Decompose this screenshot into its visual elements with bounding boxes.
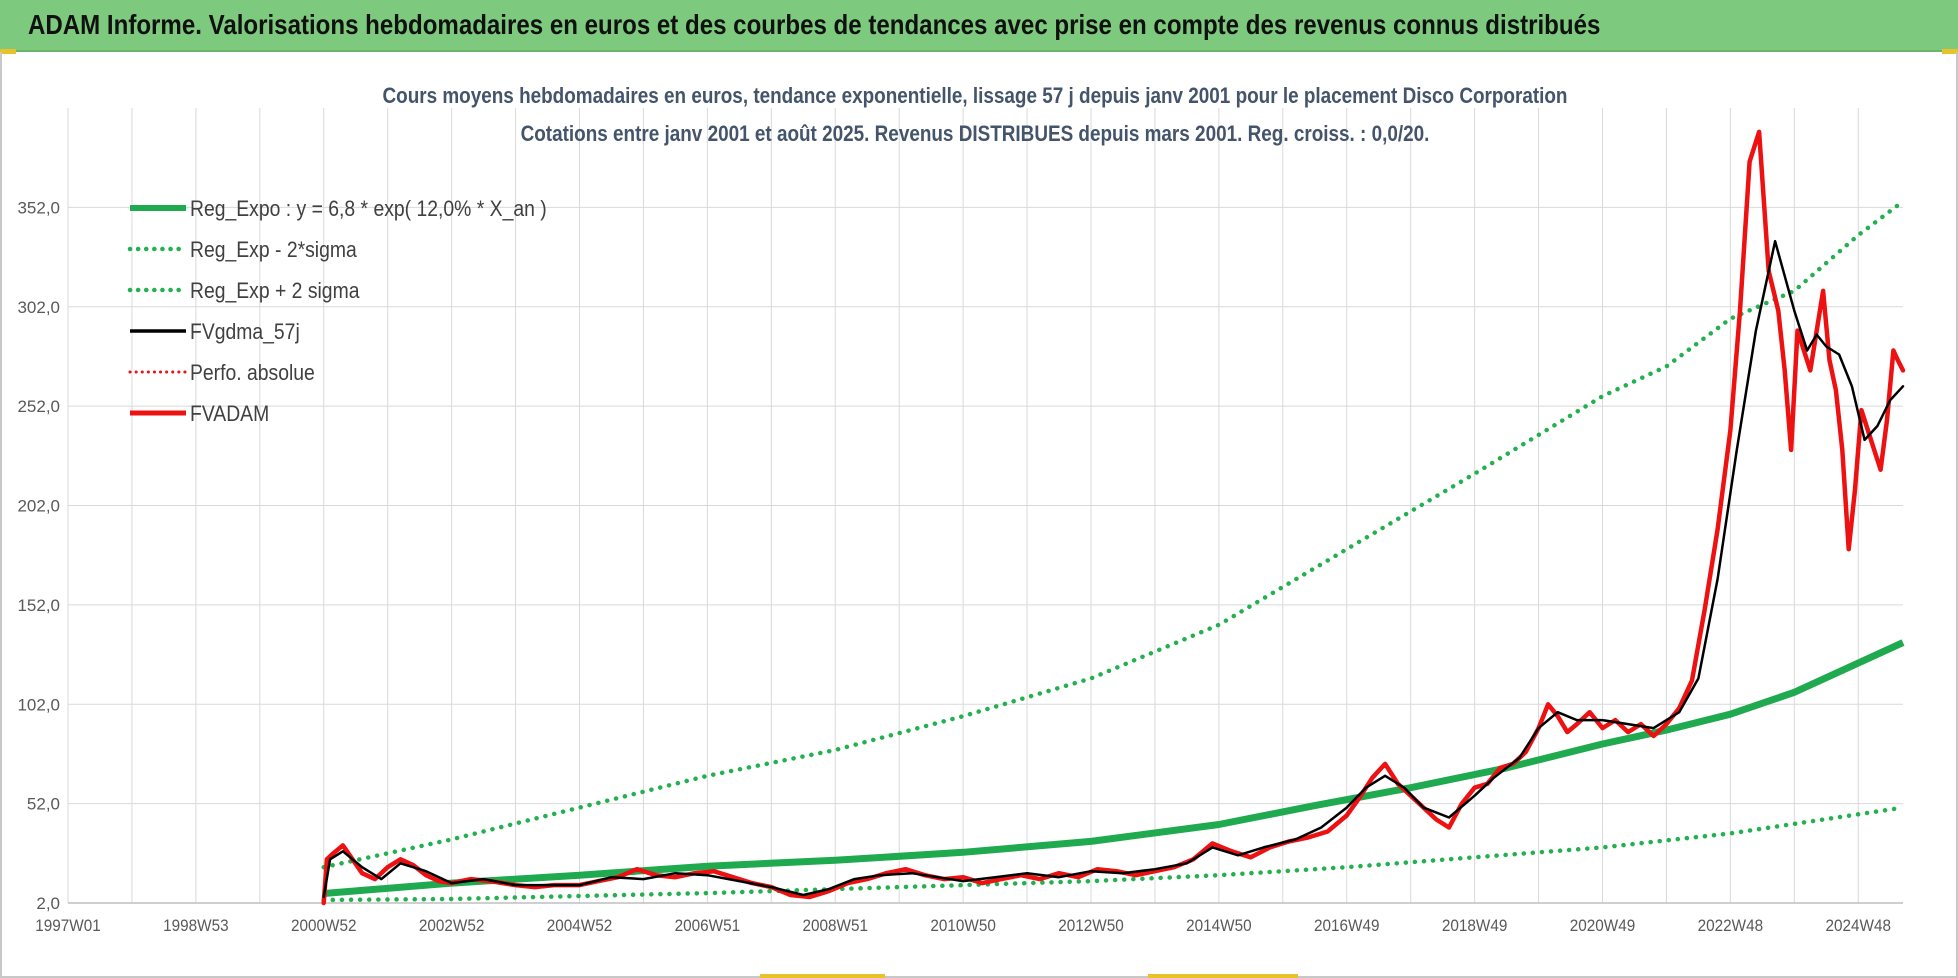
x-tick-label: 2022W48 (1698, 916, 1763, 935)
report-banner: ADAM Informe. Valorisations hebdomadaire… (0, 0, 1958, 52)
series-fvgdma-57j (322, 239, 1905, 899)
x-tick-label: 2000W52 (291, 916, 356, 935)
series-reg-plus-2sigma (321, 199, 1906, 870)
x-tick-label: 2024W48 (1826, 916, 1891, 935)
legend-label: Reg_Exp + 2 sigma (190, 279, 360, 303)
chart-series (321, 129, 1906, 906)
legend-label: Perfo. absolue (190, 361, 315, 385)
x-tick-label: 2010W50 (930, 916, 995, 935)
legend-label: FVADAM (190, 402, 269, 426)
y-tick-label: 52,0 (27, 795, 60, 814)
y-tick-label: 352,0 (17, 198, 60, 217)
chart-frame (0, 52, 1958, 978)
chart-grid (67, 108, 1903, 904)
y-tick-label: 252,0 (17, 397, 60, 416)
legend-label: Reg_Expo : y = 6,8 * exp( 12,0% * X_an ) (190, 197, 547, 221)
y-tick-label: 102,0 (17, 695, 60, 714)
legend-label: FVgdma_57j (190, 320, 300, 344)
banner-corner-right (1942, 49, 1958, 54)
bottom-marker-1 (760, 974, 885, 978)
x-tick-label: 2006W51 (675, 916, 740, 935)
legend-item: Reg_Expo : y = 6,8 * exp( 12,0% * X_an ) (130, 197, 547, 221)
x-tick-label: 2020W49 (1570, 916, 1635, 935)
legend-label: Reg_Exp - 2*sigma (190, 238, 357, 262)
chart-legend: Reg_Expo : y = 6,8 * exp( 12,0% * X_an )… (127, 197, 547, 426)
legend-item: FVADAM (130, 402, 269, 426)
y-tick-label: 202,0 (17, 497, 60, 516)
x-tick-label: 2004W52 (547, 916, 612, 935)
x-tick-label: 2018W49 (1442, 916, 1507, 935)
banner-corner-left (0, 49, 16, 54)
legend-item: Perfo. absolue (128, 361, 315, 385)
y-tick-label: 152,0 (17, 596, 60, 615)
banner-title: ADAM Informe. Valorisations hebdomadaire… (28, 9, 1601, 40)
x-tick-label: 1997W01 (35, 916, 100, 935)
x-tick-label: 2012W50 (1058, 916, 1123, 935)
x-tick-label: 2016W49 (1314, 916, 1379, 935)
legend-item: FVgdma_57j (130, 320, 300, 344)
chart-subtitle: Cotations entre janv 2001 et août 2025. … (521, 122, 1430, 147)
x-tick-label: 2008W51 (803, 916, 868, 935)
bottom-marker-2 (1148, 974, 1298, 978)
x-tick-label: 2014W50 (1186, 916, 1251, 935)
y-tick-label: 302,0 (17, 298, 60, 317)
series-reg-minus-2sigma (321, 805, 1906, 903)
x-tick-label: 1998W53 (163, 916, 228, 935)
x-tick-label: 2002W52 (419, 916, 484, 935)
legend-item: Reg_Exp + 2 sigma (127, 279, 360, 303)
chart-axes: 2,0 52,0 102,0 152,0 202,0 252,0 302,0 352,0 199… (17, 198, 1903, 935)
chart-title: Cours moyens hebdomadaires en euros, ten… (383, 84, 1568, 109)
y-tick-label: 2,0 (36, 894, 60, 913)
legend-item: Reg_Exp - 2*sigma (127, 238, 357, 262)
